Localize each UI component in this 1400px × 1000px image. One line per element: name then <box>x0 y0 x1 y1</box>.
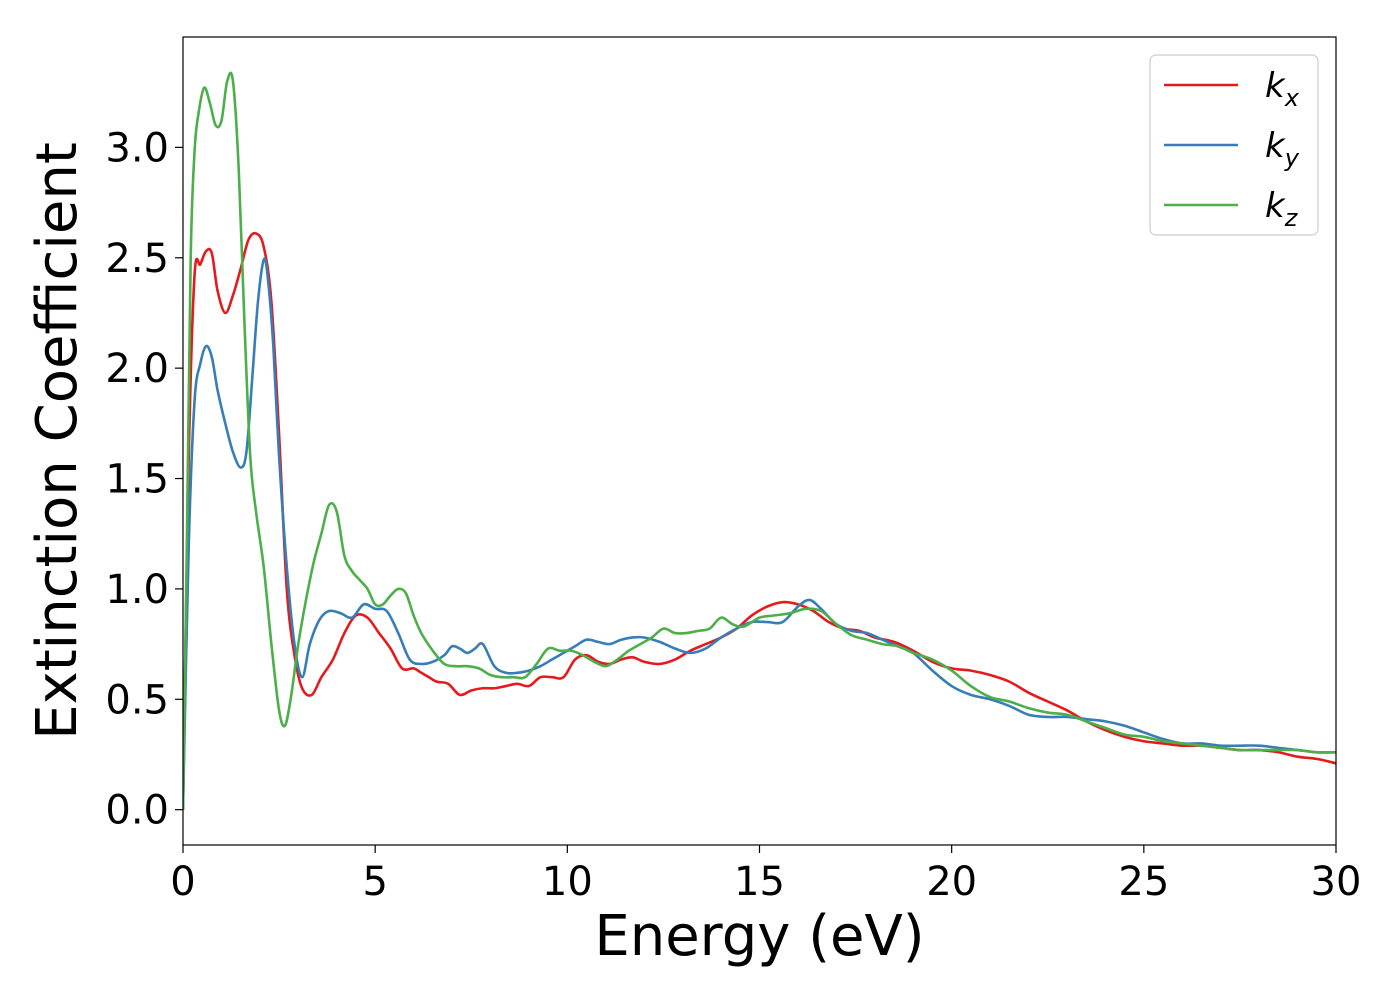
legend-label-kx: kx <box>1265 66 1300 112</box>
x-tick-label: 25 <box>1118 859 1169 905</box>
x-tick-label: 30 <box>1311 859 1362 905</box>
x-tick-label: 0 <box>170 859 195 905</box>
x-axis-title: Energy (eV) <box>594 904 924 969</box>
legend-label-subscript: y <box>1284 144 1300 172</box>
legend-label-main: k <box>1265 66 1286 106</box>
y-tick-label: 1.0 <box>105 567 169 613</box>
legend-label-ky: ky <box>1265 126 1300 172</box>
x-tick-label: 20 <box>926 859 977 905</box>
legend-label-main: k <box>1265 126 1286 166</box>
x-tick-label: 15 <box>734 859 785 905</box>
y-axis: 0.0 0.5 1.0 1.5 2.0 2.5 3.0 <box>105 125 183 834</box>
y-tick-label: 3.0 <box>105 125 169 171</box>
y-tick-label: 2.0 <box>105 346 169 392</box>
y-tick-label: 0.5 <box>105 677 169 723</box>
legend-label-subscript: z <box>1284 204 1299 232</box>
legend-label-main: k <box>1265 186 1286 226</box>
y-tick-label: 0.0 <box>105 788 169 834</box>
x-tick-label: 10 <box>542 859 593 905</box>
y-tick-label: 2.5 <box>105 236 169 282</box>
x-axis: 0 5 10 15 20 25 30 <box>170 845 1361 905</box>
legend-label-kz: kz <box>1265 186 1299 232</box>
legend-label-subscript: x <box>1284 84 1300 112</box>
x-tick-label: 5 <box>362 859 387 905</box>
y-axis-title: Extinction Coefficient <box>25 142 90 740</box>
series-layer <box>183 71 1336 810</box>
y-tick-label: 1.5 <box>105 457 169 503</box>
series-line-kz <box>183 71 1336 810</box>
